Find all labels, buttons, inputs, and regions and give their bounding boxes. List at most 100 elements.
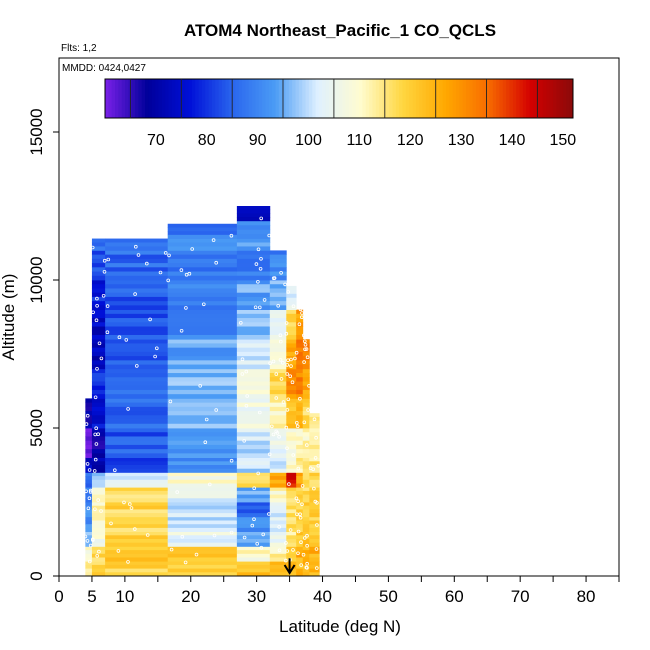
sample-point <box>291 304 296 309</box>
heat-cell <box>91 389 106 395</box>
sample-point <box>158 270 163 275</box>
x-tick-label: 0 <box>54 587 63 606</box>
heat-cell <box>105 487 169 492</box>
heat-cell <box>236 553 271 558</box>
heat-cell <box>167 411 238 416</box>
sample-point <box>285 408 290 412</box>
heat-cell <box>296 444 304 450</box>
heat-cell <box>302 381 310 387</box>
sample-point <box>128 502 132 506</box>
heat-cell <box>167 524 238 529</box>
heat-cell <box>296 479 304 484</box>
heat-cell <box>105 385 169 391</box>
sample-point <box>305 543 309 548</box>
colorbar-swatch <box>359 79 363 118</box>
heat-cell <box>91 284 106 289</box>
heat-cell <box>269 275 287 281</box>
sample-point <box>294 350 299 355</box>
heat-cell <box>269 531 287 536</box>
sample-point <box>202 302 206 307</box>
colorbar-swatch <box>462 79 467 118</box>
heat-cell <box>286 301 297 307</box>
sample-point <box>314 547 319 551</box>
heat-cell <box>91 564 106 569</box>
sample-point <box>301 552 306 557</box>
sample-point <box>99 356 104 361</box>
sample-point <box>297 322 302 327</box>
heat-cell <box>269 561 287 566</box>
heat-cell <box>286 487 297 492</box>
sample-point <box>259 256 263 261</box>
colorbar-swatch <box>252 79 256 118</box>
heat-cell <box>309 542 320 547</box>
sample-point <box>96 498 100 502</box>
heat-cell <box>105 360 169 365</box>
sample-point <box>259 545 264 550</box>
sample-point <box>300 311 304 315</box>
heat-cell <box>269 368 287 374</box>
heat-cell <box>302 428 310 433</box>
sample-point <box>287 482 291 486</box>
colorbar-swatch <box>232 79 236 118</box>
sample-point <box>281 400 286 404</box>
heat-cell <box>167 368 238 374</box>
heat-cell <box>236 490 271 495</box>
colorbar-swatch <box>211 79 216 118</box>
heat-cell <box>296 389 304 395</box>
heat-cell <box>167 254 238 260</box>
heat-cell <box>91 373 106 378</box>
heat-cell <box>236 209 271 214</box>
heat-cell <box>269 436 287 442</box>
heat-cell <box>302 453 310 458</box>
heat-cell <box>105 373 169 378</box>
heat-cell <box>91 305 106 310</box>
heat-cell <box>85 472 93 477</box>
heat-cell <box>105 479 169 484</box>
heat-cell <box>302 490 310 495</box>
heat-cell <box>269 564 287 569</box>
heat-cell <box>302 398 310 404</box>
heat-cell <box>91 487 106 492</box>
heat-cell <box>105 238 169 243</box>
colorbar-swatch <box>486 79 490 118</box>
heat-cell <box>296 428 304 433</box>
heat-cell <box>269 449 287 454</box>
heat-cell <box>302 419 310 425</box>
sample-point <box>304 347 309 351</box>
sample-point <box>190 247 195 251</box>
colorbar-swatch <box>161 79 166 118</box>
heat-cell <box>302 546 310 551</box>
heat-cell <box>85 568 93 573</box>
heat-cell <box>167 280 238 285</box>
heat-cell <box>309 416 320 421</box>
heat-cell <box>296 520 304 525</box>
sample-point <box>271 276 276 281</box>
heat-cell <box>269 502 287 507</box>
sample-point <box>229 458 234 463</box>
heat-cell <box>269 394 287 399</box>
heat-cell <box>269 498 287 503</box>
heat-cell <box>286 406 297 412</box>
sample-point <box>274 396 279 400</box>
colorbar-swatch <box>499 79 504 118</box>
heat-cell <box>91 318 106 323</box>
heat-cell <box>309 546 320 551</box>
flights-note: Flts: 1,2 <box>61 43 97 54</box>
heat-cell <box>105 572 169 576</box>
sample-point <box>305 533 309 538</box>
heat-cell <box>302 385 310 391</box>
sample-point <box>305 561 309 566</box>
colorbar-swatch <box>131 79 136 118</box>
heat-cell <box>91 330 106 336</box>
colorbar-swatch <box>459 79 464 118</box>
heat-cell <box>296 449 304 454</box>
heat-cell <box>91 428 106 433</box>
heat-cell <box>286 572 297 576</box>
heat-cell <box>167 440 238 446</box>
heat-cell <box>286 457 297 462</box>
heat-cell <box>91 296 106 302</box>
heat-cell <box>91 309 106 315</box>
heat-cell <box>296 494 304 499</box>
colorbar-swatch <box>235 79 240 118</box>
heat-cell <box>91 275 106 281</box>
